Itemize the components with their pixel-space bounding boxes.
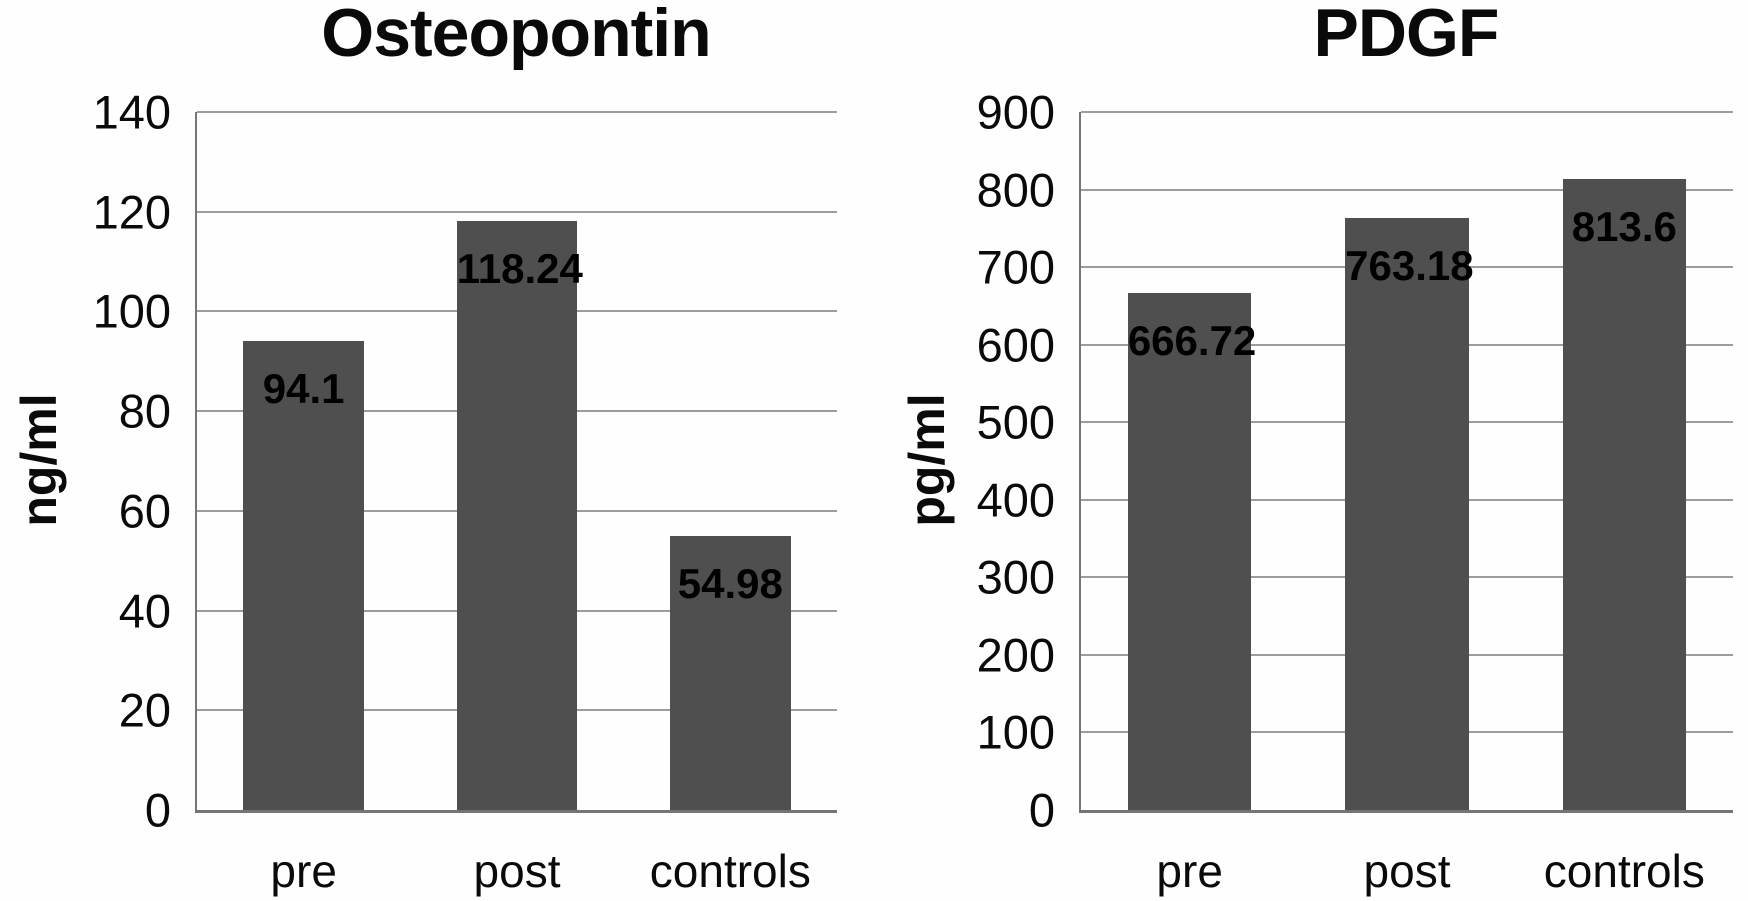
bar-pre: 666.72 xyxy=(1127,292,1257,810)
bar-value-label: 54.98 xyxy=(677,559,783,607)
y-tick-label: 40 xyxy=(118,584,171,638)
y-tick-label: 60 xyxy=(118,484,171,538)
chart-panel-osteopontin: Osteopontin ng/ml 0 20 40 60 80 100 120 140 94.1… xyxy=(11,0,837,894)
bar-controls: 54.98 xyxy=(670,535,791,810)
y-tick-label: 200 xyxy=(976,628,1055,682)
y-gridline xyxy=(1081,111,1733,113)
y-axis-label: pg/ml xyxy=(899,393,955,527)
bar-value-label: 94.1 xyxy=(262,364,345,412)
y-tick-label: 120 xyxy=(92,185,171,239)
y-tick-label: 140 xyxy=(92,85,171,139)
bar-value-label: 813.6 xyxy=(1571,203,1677,251)
y-tick-label: 400 xyxy=(976,473,1055,527)
y-axis-label: ng/ml xyxy=(11,393,67,527)
x-category-label: post xyxy=(1363,845,1451,897)
bar-controls: 813.6 xyxy=(1562,179,1687,810)
y-tick-label: 500 xyxy=(976,395,1055,449)
y-gridline xyxy=(197,210,837,213)
x-category-label: pre xyxy=(270,845,337,897)
plot-area: 0 100 200 300 400 500 600 700 800 900 666.72 pre 763… xyxy=(977,89,1733,894)
y-tick-label: 0 xyxy=(144,783,171,837)
y-tick-label: 20 xyxy=(118,683,171,737)
y-tick-label: 900 xyxy=(976,85,1055,139)
y-tick-label: 700 xyxy=(976,240,1055,294)
y-tick-label: 300 xyxy=(976,550,1055,604)
y-tick-label: 0 xyxy=(1028,783,1055,837)
y-tick-label: 80 xyxy=(118,384,171,438)
x-category-label: controls xyxy=(649,845,811,897)
chart-title: PDGF xyxy=(1313,0,1500,71)
bar-post: 118.24 xyxy=(456,220,583,810)
y-tick-label: 600 xyxy=(976,318,1055,372)
y-gridline xyxy=(197,111,837,113)
y-gridline xyxy=(1081,188,1733,191)
x-category-label: pre xyxy=(1156,845,1223,897)
plot-area: 0 20 40 60 80 100 120 140 94.1 pre 118.24 post 54.98… xyxy=(93,89,837,894)
bar-value-label: 118.24 xyxy=(456,244,583,292)
chart-panel-pdgf: PDGF pg/ml 0 100 200 300 400 500 600 700 800 900 6… xyxy=(874,0,1748,901)
y-tick-label: 100 xyxy=(92,284,171,338)
bar-post: 763.18 xyxy=(1345,218,1474,810)
bar-value-label: 666.72 xyxy=(1127,316,1257,364)
y-tick-label: 100 xyxy=(976,705,1055,759)
x-category-label: post xyxy=(473,845,561,897)
bar-pre: 94.1 xyxy=(243,340,364,810)
chart-title: Osteopontin xyxy=(321,0,711,71)
y-tick-label: 800 xyxy=(976,163,1055,217)
bar-value-label: 763.18 xyxy=(1345,242,1474,290)
x-category-label: controls xyxy=(1543,845,1705,897)
